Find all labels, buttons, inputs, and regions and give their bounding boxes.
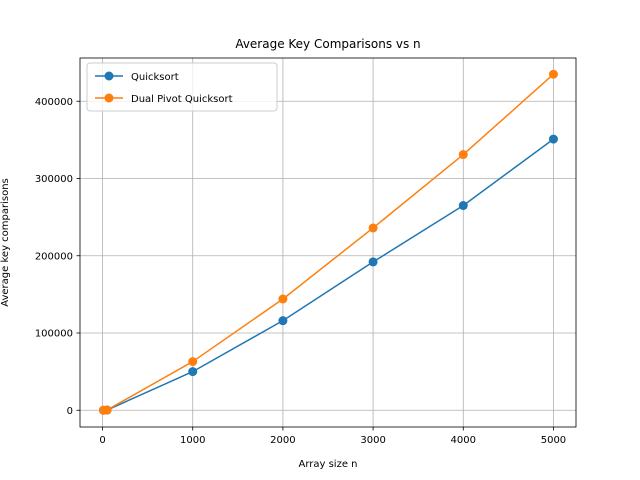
series-1-point xyxy=(188,357,198,367)
series-1-point xyxy=(548,69,558,79)
legend-swatch-marker-dual-pivot xyxy=(104,93,114,103)
x-tick-label: 4000 xyxy=(451,435,476,446)
chart-title: Average Key Comparisons vs n xyxy=(235,37,420,51)
legend-label-dual-pivot: Dual Pivot Quicksort xyxy=(131,94,233,105)
tick-layer: 0 1000 2000 3000 4000 5000 0 100000 200000 300000… xyxy=(35,97,566,446)
legend-frame xyxy=(86,62,278,112)
legend: Quicksort Dual Pivot Quicksort xyxy=(86,62,278,112)
y-tick-label: 300000 xyxy=(35,174,73,185)
grid-layer xyxy=(80,58,576,427)
series-0-point xyxy=(368,257,378,267)
x-tick-label: 3000 xyxy=(360,435,385,446)
series-0-point xyxy=(458,201,468,211)
x-axis-label: Array size n xyxy=(298,459,357,470)
x-tick-label: 2000 xyxy=(270,435,295,446)
series-1-point xyxy=(458,150,468,160)
y-tick-label: 0 xyxy=(67,406,73,417)
x-tick-label: 0 xyxy=(99,435,105,446)
y-tick-label: 100000 xyxy=(35,329,73,340)
series-0-point xyxy=(548,134,558,144)
axes-frame xyxy=(79,57,577,428)
x-tick-label: 5000 xyxy=(541,435,566,446)
series-1-point xyxy=(368,223,378,233)
x-tick-label: 1000 xyxy=(180,435,205,446)
y-tick-label: 400000 xyxy=(35,97,73,108)
series-1-point xyxy=(102,405,112,415)
y-tick-label: 200000 xyxy=(35,251,73,262)
series-0-point xyxy=(278,316,288,326)
y-axis-label: Average key comparisons xyxy=(0,178,11,307)
series-0-point xyxy=(188,367,198,377)
plot-area: 0 1000 2000 3000 4000 5000 0 100000 200000 300000… xyxy=(35,57,577,446)
legend-swatch-marker-quicksort xyxy=(104,71,114,81)
series-layer xyxy=(98,69,558,415)
legend-label-quicksort: Quicksort xyxy=(131,72,179,83)
series-1-point xyxy=(278,294,288,304)
